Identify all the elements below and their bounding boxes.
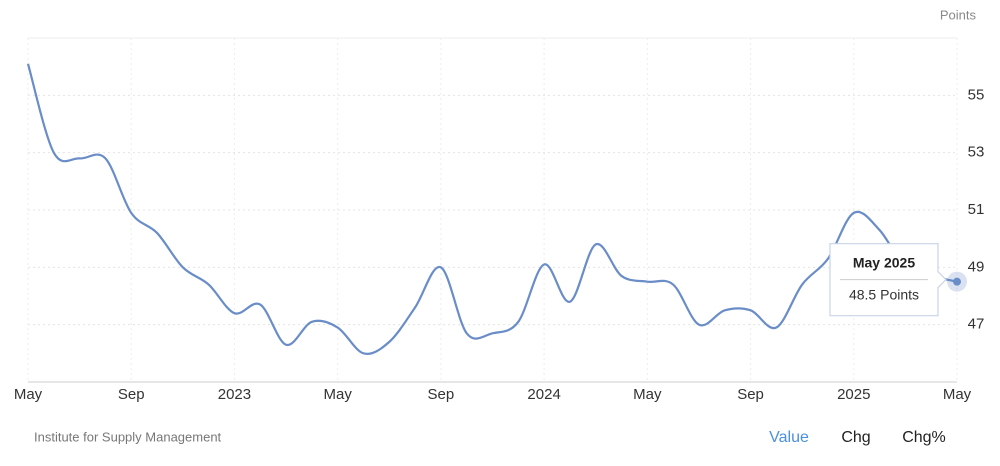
tab[interactable]: Value — [769, 429, 809, 446]
x-tick-label: 2025 — [837, 386, 870, 403]
x-tick-label: May — [323, 386, 352, 403]
x-tick-label: 2023 — [218, 386, 251, 403]
tooltip-value: 48.5 Points — [849, 286, 919, 302]
x-tick-label: May — [14, 386, 43, 403]
y-tick-label: 47 — [968, 316, 985, 333]
line-series — [26, 63, 958, 355]
x-tick-label: Sep — [428, 386, 455, 403]
x-tick-label: Sep — [737, 386, 764, 403]
y-tick-label: 49 — [968, 258, 985, 275]
x-tick-label: Sep — [118, 386, 145, 403]
x-tick-label: 2024 — [527, 386, 560, 403]
y-tick-label: 53 — [968, 144, 985, 161]
y-tick-label: 55 — [968, 86, 985, 103]
tooltip-title: May 2025 — [853, 254, 915, 270]
tab[interactable]: Chg% — [902, 429, 946, 446]
y-axis-unit: Points — [940, 7, 977, 22]
y-tick-label: 51 — [968, 201, 985, 218]
tab[interactable]: Chg — [841, 429, 870, 446]
source: Institute for Supply Management — [34, 429, 222, 444]
x-tick-label: May — [633, 386, 662, 403]
hover-point — [953, 277, 961, 286]
x-tick-label: May — [943, 386, 972, 403]
